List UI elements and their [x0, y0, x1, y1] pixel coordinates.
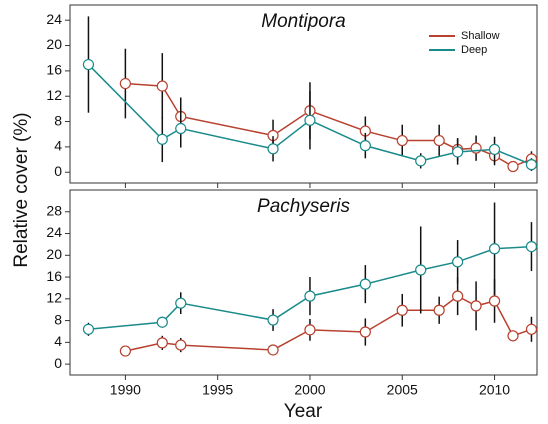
- x-tick-label: 2010: [479, 382, 510, 398]
- data-point: [304, 114, 316, 126]
- data-point: [433, 134, 445, 147]
- x-tick-label: 2005: [387, 382, 418, 398]
- data-point: [267, 143, 279, 155]
- data-point: [488, 243, 501, 255]
- data-point: [525, 323, 538, 335]
- y-tick-label: 0: [54, 163, 62, 179]
- legend-label: Shallow: [461, 30, 500, 42]
- data-point: [525, 240, 538, 253]
- data-point: [82, 58, 95, 71]
- data-point: [119, 345, 131, 357]
- y-tick-label: 20: [46, 36, 62, 52]
- data-point: [415, 264, 427, 276]
- data-point: [267, 314, 279, 326]
- data-point: [119, 77, 131, 90]
- data-point: [507, 160, 519, 173]
- legend-label: Deep: [461, 44, 487, 56]
- data-point: [304, 324, 316, 336]
- series-line: [125, 82, 532, 168]
- y-tick-label: 24: [46, 224, 62, 240]
- chart-title: Pachyseris: [257, 196, 350, 217]
- data-point: [488, 295, 501, 307]
- data-point: [304, 290, 316, 302]
- data-point: [156, 337, 168, 349]
- data-point: [415, 155, 427, 167]
- data-point: [452, 146, 464, 158]
- data-point: [156, 80, 168, 92]
- data-point: [488, 143, 501, 156]
- data-point: [175, 122, 187, 135]
- y-tick-label: 20: [46, 246, 62, 262]
- data-point: [396, 134, 408, 147]
- plot-frame: [69, 4, 538, 184]
- data-point: [175, 297, 187, 309]
- y-tick-label: 4: [54, 138, 62, 154]
- x-tick-label: 2000: [294, 382, 325, 398]
- y-tick-label: 8: [54, 311, 62, 327]
- series-line: [87, 64, 532, 166]
- data-point: [156, 316, 168, 328]
- data-point: [433, 304, 445, 316]
- data-point: [175, 339, 187, 351]
- y-tick-label: 8: [54, 112, 62, 128]
- data-point: [82, 323, 95, 335]
- y-tick-label: 12: [46, 87, 62, 103]
- y-tick-label: 16: [46, 268, 62, 284]
- y-tick-label: 28: [46, 202, 62, 218]
- y-tick-label: 0: [54, 355, 62, 371]
- y-tick-label: 4: [54, 333, 62, 349]
- data-point: [359, 278, 371, 290]
- data-point: [452, 256, 464, 268]
- plot-frame: [69, 189, 538, 376]
- data-point: [267, 344, 279, 356]
- series-line: [88, 245, 532, 331]
- y-tick-label: 16: [46, 62, 62, 78]
- chart-title: Montipora: [261, 11, 346, 32]
- data-point: [525, 159, 538, 171]
- data-point: [507, 330, 519, 342]
- data-point: [156, 133, 168, 145]
- x-tick-label: 1995: [202, 382, 233, 398]
- data-point: [359, 326, 371, 338]
- data-point: [452, 290, 464, 302]
- y-axis-label: Relative cover (%): [11, 112, 32, 267]
- data-point: [470, 300, 482, 312]
- data-point: [359, 140, 371, 152]
- x-tick-label: 1990: [110, 382, 141, 398]
- y-tick-label: 12: [46, 290, 62, 306]
- data-point: [396, 304, 408, 316]
- y-tick-label: 24: [46, 11, 62, 27]
- x-axis-label: Year: [284, 401, 323, 422]
